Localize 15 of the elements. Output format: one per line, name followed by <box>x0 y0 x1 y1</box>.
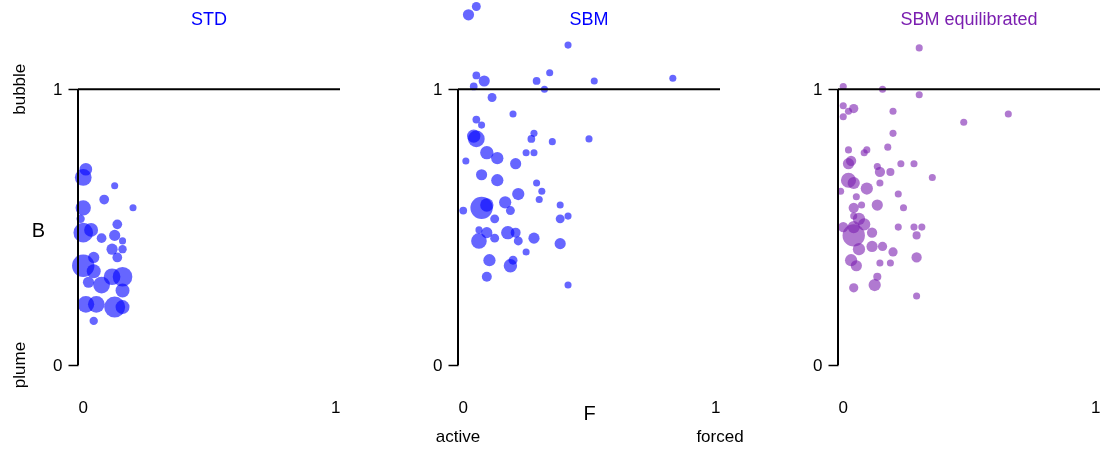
x-tick-label: 0 <box>838 397 848 417</box>
text: bubble <box>10 63 29 115</box>
x-axis-title: F <box>583 401 596 424</box>
x-tick-label: 1 <box>711 397 721 417</box>
x-tick-label: 1 <box>331 397 341 417</box>
text: forced <box>696 427 744 446</box>
y-axis-title: B <box>31 218 46 241</box>
text: SBM equilibrated <box>900 9 1038 29</box>
text: plume <box>10 341 29 389</box>
x-tick-label: 0 <box>458 397 468 417</box>
text: SBM <box>569 9 609 29</box>
x-tick-label: 1 <box>1091 397 1101 417</box>
text: STD <box>191 9 227 29</box>
text: active <box>435 427 481 446</box>
x-tick-label: 0 <box>78 397 88 417</box>
